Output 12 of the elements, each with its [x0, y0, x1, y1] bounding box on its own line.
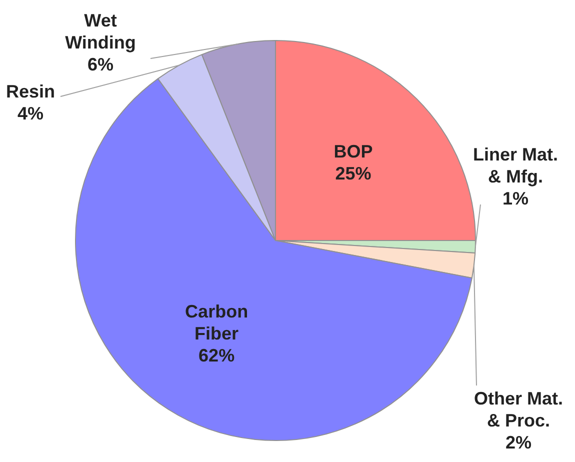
slice-label: Other Mat. & Proc. [474, 388, 564, 430]
data-label: 2% [505, 432, 532, 452]
data-label: 4% [17, 104, 44, 124]
data-label: 25% [335, 164, 372, 184]
slice-label: BOP [334, 142, 373, 162]
slice-label: Liner Mat. & Mfg. [472, 144, 558, 186]
data-label: 62% [198, 345, 235, 366]
data-label: 6% [87, 54, 114, 74]
data-label: 1% [502, 188, 529, 208]
slice-label: Resin [6, 82, 56, 102]
slice-label: Carbon Fiber [185, 301, 248, 344]
slice-label: Wet Winding [65, 10, 136, 52]
